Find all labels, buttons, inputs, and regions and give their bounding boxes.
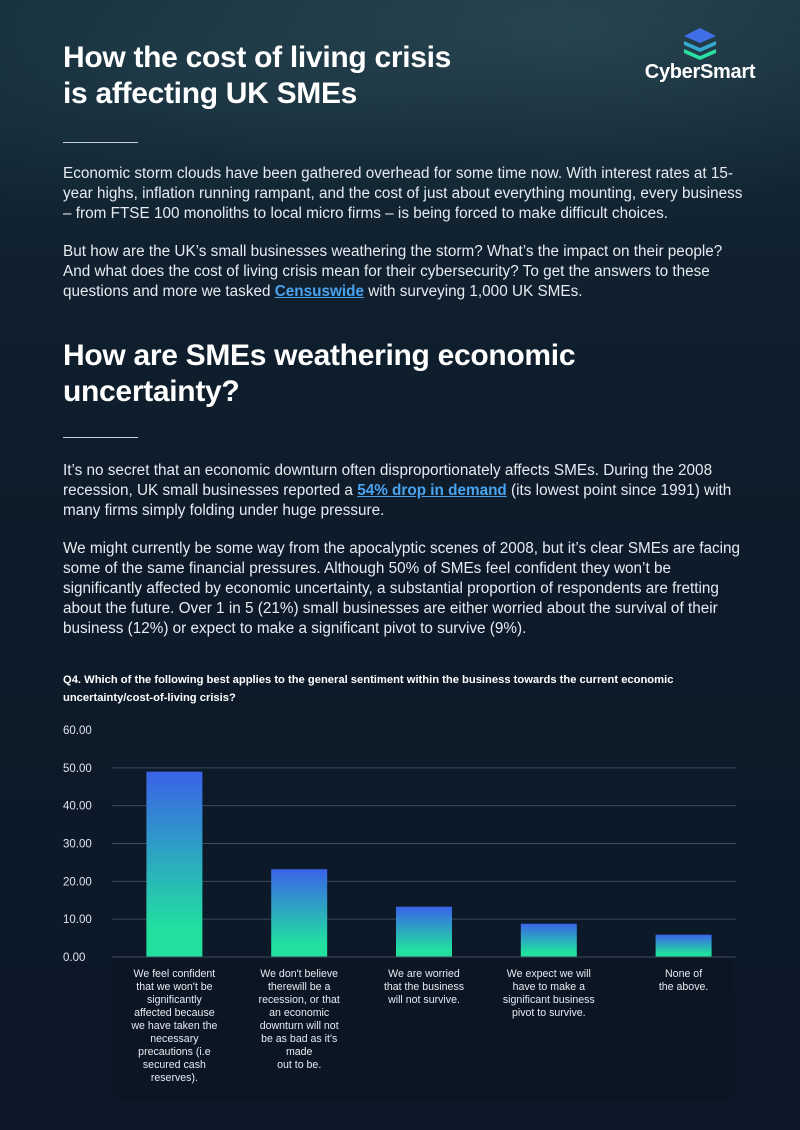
x-tick-label: We are worried that the business will no… [383, 968, 465, 1006]
title-line-2: is affecting UK SMEs [63, 77, 358, 110]
section-divider [63, 437, 138, 438]
drop-in-demand-link[interactable]: 54% drop in demand [357, 482, 507, 499]
intro-paragraph-1: Economic storm clouds have been gathered… [63, 165, 743, 222]
stacked-layers-icon [684, 28, 716, 60]
intro-p2-text-before: But how are the UK’s small businesses we… [63, 243, 723, 300]
x-tick-label: We feel confident that we won't be signi… [131, 968, 218, 1084]
x-tick-label: None of the above. [658, 968, 709, 993]
chart-title: Q4. Which of the following best applies … [63, 674, 674, 704]
x-tick-label: We expect we will have to make a signifi… [502, 968, 595, 1019]
section-p1-text-after: (its lowest point since 1991) with many … [63, 482, 732, 519]
intro-paragraph-2: But how are the UK’s small businesses we… [63, 242, 743, 302]
section-p1-text-before: It’s no secret that an economic downturn… [63, 462, 713, 499]
section-paragraph-2: We might currently be some way from the … [63, 540, 741, 637]
cybersmart-logo: CyberSmart [640, 28, 760, 88]
logo-text: CyberSmart [644, 61, 756, 83]
section-paragraph-1: It’s no secret that an economic downturn… [63, 461, 743, 521]
title-divider [63, 142, 138, 143]
intro-p2-text-after: with surveying 1,000 UK SMEs. [364, 283, 583, 300]
x-tick-label: We don't believe therewill be a recessio… [258, 968, 340, 1071]
section-title: How are SMEs weathering economic uncerta… [63, 339, 576, 408]
censuswide-link[interactable]: Censuswide [274, 283, 364, 300]
x-axis-label-panel [112, 958, 734, 1101]
page-title: How the cost of living crisis is affecti… [63, 40, 663, 112]
title-line-1: How the cost of living crisis [63, 41, 452, 74]
